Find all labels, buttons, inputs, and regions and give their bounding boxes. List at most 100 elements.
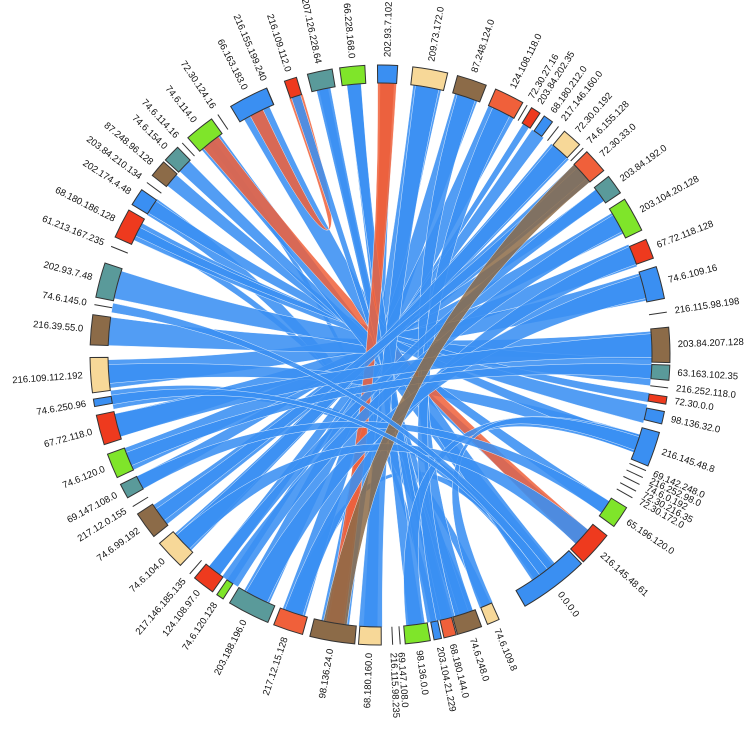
node-arc: [273, 607, 308, 636]
node-arc: [430, 620, 443, 641]
node-arc: [376, 64, 399, 85]
node-arc: [439, 616, 457, 639]
node-arc: [480, 602, 500, 626]
node-arc-layer: [89, 64, 671, 646]
node-label: 66.228.168.0: [341, 3, 357, 59]
node-arc: [452, 74, 487, 103]
node-tick: [266, 87, 275, 105]
node-arc: [628, 238, 655, 265]
node-label: 98.136.0.0: [413, 650, 430, 696]
node-arc: [187, 118, 223, 152]
node-label: 68.180.160.0: [362, 653, 375, 709]
node-arc: [593, 175, 622, 204]
node-tick: [626, 469, 644, 479]
node-arc: [283, 76, 303, 99]
node-tick: [217, 114, 229, 130]
node-label: 69.147.108.0: [395, 652, 410, 708]
node-arc: [452, 609, 483, 636]
node-tick: [398, 626, 401, 645]
chord-ribbon: [358, 85, 440, 628]
node-label: 74.6.104.0: [127, 556, 167, 595]
node-arc: [638, 265, 666, 303]
node-label: 87.248.124.0: [469, 18, 497, 74]
node-label: 209.73.172.0: [426, 6, 446, 63]
node-label: 216.39.55.0: [33, 319, 84, 334]
node-arc: [114, 209, 146, 246]
node-label: 67.72.118.0: [43, 427, 94, 450]
node-tick: [616, 488, 633, 499]
node-tick: [94, 304, 113, 309]
node-arc: [647, 393, 668, 405]
node-arc: [515, 549, 583, 607]
node-arc: [569, 523, 608, 563]
node-arc: [158, 530, 194, 567]
node-label: 203.84.207.128: [678, 337, 744, 350]
node-tick: [619, 482, 637, 492]
node-arc: [573, 151, 605, 183]
node-arc: [643, 407, 666, 425]
node-arc: [164, 146, 191, 173]
node-tick: [570, 147, 584, 162]
node-label: 74.6.109.16: [667, 263, 718, 286]
node-label: 63.163.102.35: [677, 368, 738, 383]
node-label: 207.126.228.64: [299, 0, 323, 65]
node-arc: [119, 475, 144, 499]
node-label: 67.72.118.128: [655, 219, 715, 251]
node-arc: [608, 198, 643, 239]
chord-ribbon: [133, 222, 648, 424]
node-tick: [181, 142, 195, 157]
node-arc: [229, 87, 275, 123]
node-arc: [193, 563, 224, 593]
node-label: 74.6.120.0: [61, 464, 107, 491]
node-arc: [92, 395, 113, 408]
node-tick: [189, 559, 202, 575]
node-tick: [146, 182, 162, 194]
node-label: 98.136.24.0: [317, 648, 336, 699]
ribbon-layer: [107, 82, 653, 628]
node-arc: [95, 410, 122, 446]
node-tick: [391, 626, 394, 645]
node-arc: [216, 579, 234, 600]
node-tick: [547, 126, 559, 141]
node-arc: [106, 447, 135, 479]
node-label: 202.93.7.48: [42, 260, 93, 284]
node-arc: [131, 189, 158, 215]
node-tick: [110, 245, 128, 254]
node-arc: [228, 586, 276, 624]
node-label: 61.213.167.235: [40, 214, 105, 249]
node-arc: [357, 625, 382, 646]
node-arc: [136, 503, 169, 538]
node-arc: [598, 497, 628, 528]
node-arc: [487, 88, 524, 119]
node-label: 74.6.248.0: [467, 637, 491, 683]
node-label: 72.30.0.0: [673, 396, 714, 413]
node-label: 216.145.48.61: [598, 550, 651, 599]
node-tick: [517, 104, 528, 121]
node-arc: [650, 363, 671, 381]
node-label: 216.145.48.8: [660, 447, 716, 475]
node-label: 216.109.112.0: [264, 13, 293, 74]
node-arc: [151, 161, 178, 188]
node-label: 203.104.20.128: [638, 174, 701, 216]
node-tick: [623, 475, 640, 485]
node-arc: [339, 64, 367, 87]
node-label: 74.6.109.8: [491, 627, 519, 673]
node-tick: [132, 496, 149, 507]
node-label: 216.115.98.198: [674, 296, 740, 317]
node-arc: [309, 618, 357, 645]
chord-ribbon: [451, 416, 640, 609]
node-arc: [95, 262, 123, 302]
node-arc: [89, 356, 111, 394]
node-arc: [552, 130, 581, 159]
node-label: 217.12.15.128: [261, 636, 291, 697]
chord-ribbon: [249, 93, 332, 231]
node-label: 0.0.0.0: [555, 590, 581, 620]
node-arc: [521, 107, 541, 129]
node-tick: [650, 385, 669, 389]
node-arc: [306, 68, 336, 93]
node-label: 203.84.192.0: [618, 143, 669, 185]
node-arc: [630, 427, 661, 467]
node-arc: [533, 115, 554, 138]
